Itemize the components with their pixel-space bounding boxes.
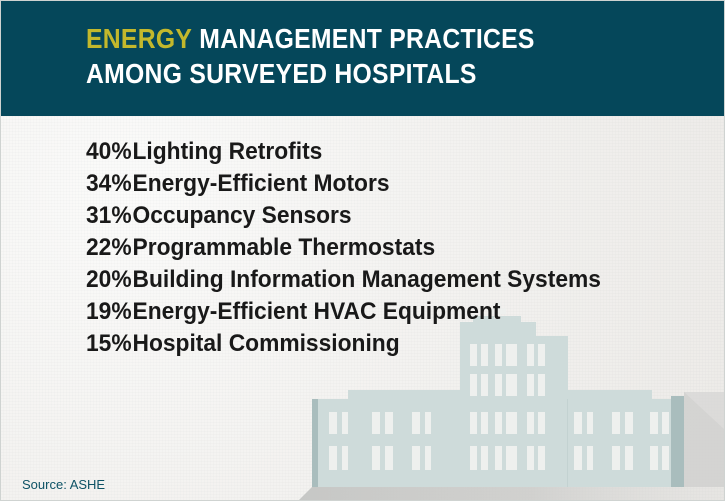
list-item: 34%Energy-Efficient Motors	[86, 168, 601, 200]
title-rest: MANAGEMENT PRACTICES	[199, 23, 535, 54]
list-item-percent: 22%	[86, 234, 132, 261]
list-item: 31%Occupancy Sensors	[86, 200, 601, 232]
rooftop-cross-icon	[489, 303, 506, 319]
list-item: 20%Building Information Management Syste…	[86, 264, 601, 296]
list-item-percent: 31%	[86, 202, 132, 229]
page-title-line-1: ENERGY MANAGEMENT PRACTICES	[86, 21, 643, 56]
list-item-label: Energy-Efficient HVAC Equipment	[132, 298, 501, 325]
list-item-label: Lighting Retrofits	[132, 138, 323, 165]
list-item-label: Building Information Management Systems	[132, 266, 601, 293]
list-item-percent: 15%	[86, 330, 132, 357]
list-item-label: Occupancy Sensors	[132, 202, 352, 229]
header-title-group: ENERGY MANAGEMENT PRACTICES AMONG SURVEY…	[86, 21, 705, 91]
list-item-percent: 20%	[86, 266, 132, 293]
list-item-label: Energy-Efficient Motors	[132, 170, 390, 197]
list-item: 22%Programmable Thermostats	[86, 232, 601, 264]
practices-list: 40%Lighting Retrofits 34%Energy-Efficien…	[86, 136, 640, 360]
list-item-percent: 19%	[86, 298, 132, 325]
building-left-wing	[312, 390, 470, 487]
title-accent-word: ENERGY	[86, 23, 193, 54]
building-ground-shadow	[298, 392, 725, 501]
list-item: 15%Hospital Commissioning	[86, 328, 601, 360]
source-credit: Source: ASHE	[22, 477, 106, 492]
list-item: 40%Lighting Retrofits	[86, 136, 601, 168]
title-space	[192, 23, 199, 54]
list-item-percent: 40%	[86, 138, 132, 165]
header-band: ENERGY MANAGEMENT PRACTICES AMONG SURVEY…	[0, 0, 725, 116]
building-windows	[329, 344, 669, 470]
list-item-percent: 34%	[86, 170, 132, 197]
list-item: 19%Energy-Efficient HVAC Equipment	[86, 296, 601, 328]
list-item-label: Hospital Commissioning	[132, 330, 400, 357]
page-title-line-2: AMONG SURVEYED HOSPITALS	[86, 58, 477, 89]
list-item-label: Programmable Thermostats	[132, 234, 436, 261]
building-seam	[567, 399, 568, 487]
